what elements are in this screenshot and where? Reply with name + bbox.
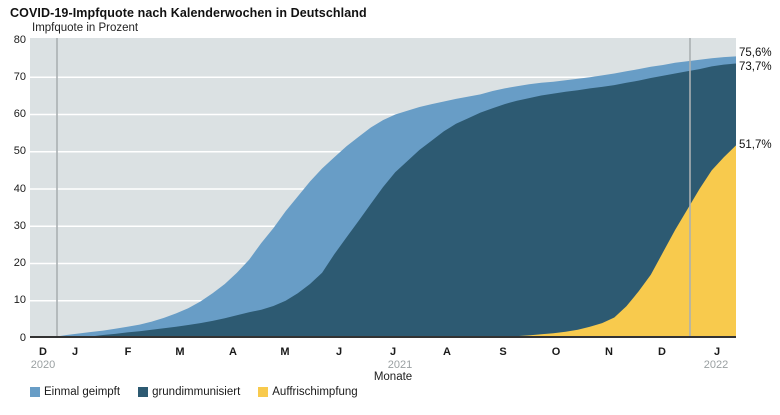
y-tick-label-0: 0 [19,331,26,344]
legend-item-einmal-geimpft: Einmal geimpft [30,386,120,398]
month-tick-label-9: S [499,346,507,358]
legend-label: grundimmunisiert [152,386,241,398]
month-tick-label-6: J [335,346,343,358]
plot-area [30,38,736,338]
year-label-2020: 2020 [30,359,56,371]
legend-item-grundimmunisiert: grundimmunisiert [138,386,240,398]
y-tick-label-60: 60 [13,108,26,120]
legend-swatch-icon [138,387,149,397]
month-tick-label-1: J [71,346,79,358]
month-tick-label-8: A [443,346,451,358]
year-label-2022: 2022 [703,359,729,371]
end-label-einmal-geimpft: 75,6% [739,47,772,59]
month-tick-label-13: J [713,346,721,358]
legend-swatch-icon [30,387,40,397]
y-axis-title: Impfquote in Prozent [32,22,139,34]
y-tick-label-20: 20 [13,257,26,269]
y-tick-label-10: 10 [13,294,26,307]
month-tick-label-5: M [280,346,290,358]
end-label-auffrischimpfung: 51,7% [739,139,772,151]
month-tick-label-2: F [124,346,132,358]
y-tick-label-70: 70 [13,70,26,83]
legend: Einmal geimpft grundimmunisiert Auffrischi… [30,386,358,398]
month-tick-label-10: O [551,346,561,358]
y-tick-label-80: 80 [13,33,26,46]
y-tick-label-30: 30 [13,219,26,232]
end-label-grundimmunisiert: 73,7% [739,61,772,73]
series-area-grundimmunisiert [30,63,736,338]
y-tick-label-40: 40 [13,182,26,195]
legend-label: Einmal geimpft [44,386,121,398]
month-tick-label-3: M [175,346,185,358]
month-tick-label-11: N [605,346,613,358]
month-tick-label-0: D [39,346,47,358]
x-axis-title: Monate [373,371,413,383]
month-tick-label-4: A [229,346,237,358]
y-tick-label-50: 50 [13,145,26,158]
month-tick-label-12: D [658,346,666,358]
year-label-2021: 2021 [387,359,413,371]
series-area-auffrischimpfung [30,145,736,338]
legend-label: Auffrischimpfung [272,386,358,398]
chart-title: COVID-19-Impfquote nach Kalenderwochen i… [10,6,367,20]
month-tick-label-7: J [389,346,397,358]
legend-item-auffrischimpfung: Auffrischimpfung [258,386,358,398]
legend-swatch-icon [258,387,269,397]
